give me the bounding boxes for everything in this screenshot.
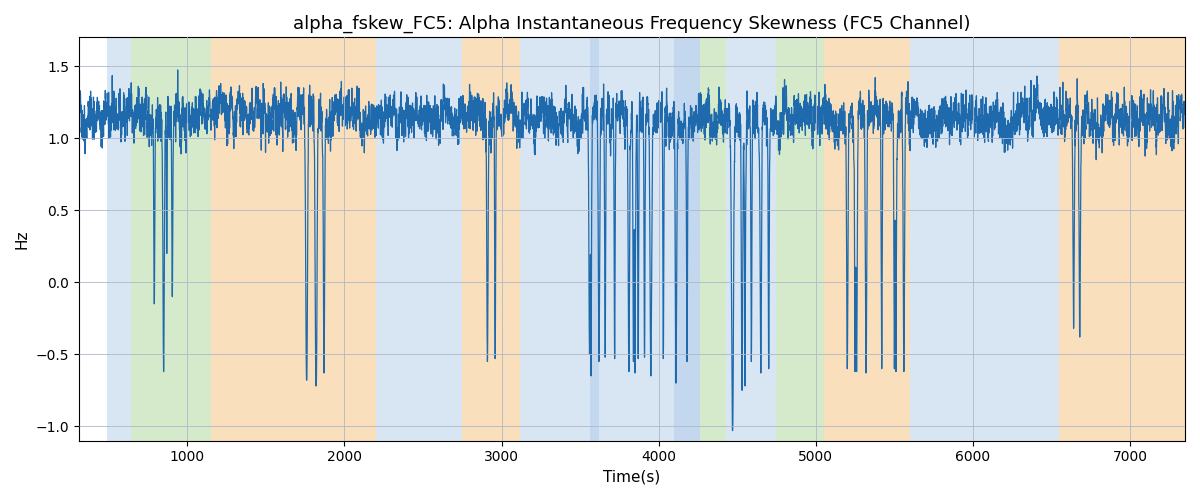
Bar	[700, 38, 726, 440]
Bar	[107, 38, 131, 440]
Bar	[823, 38, 910, 440]
X-axis label: Time(s): Time(s)	[604, 470, 660, 485]
Bar	[462, 38, 521, 440]
Title: alpha_fskew_FC5: Alpha Instantaneous Frequency Skewness (FC5 Channel): alpha_fskew_FC5: Alpha Instantaneous Fre…	[293, 15, 971, 34]
Bar	[776, 38, 823, 440]
Bar	[599, 38, 674, 440]
Bar	[131, 38, 211, 440]
Bar	[910, 38, 1060, 440]
Bar	[726, 38, 776, 440]
Bar	[1060, 38, 1184, 440]
Bar	[211, 38, 264, 440]
Bar	[674, 38, 700, 440]
Bar	[376, 38, 462, 440]
Bar	[589, 38, 599, 440]
Bar	[521, 38, 589, 440]
Bar	[264, 38, 376, 440]
Y-axis label: Hz: Hz	[14, 230, 30, 249]
